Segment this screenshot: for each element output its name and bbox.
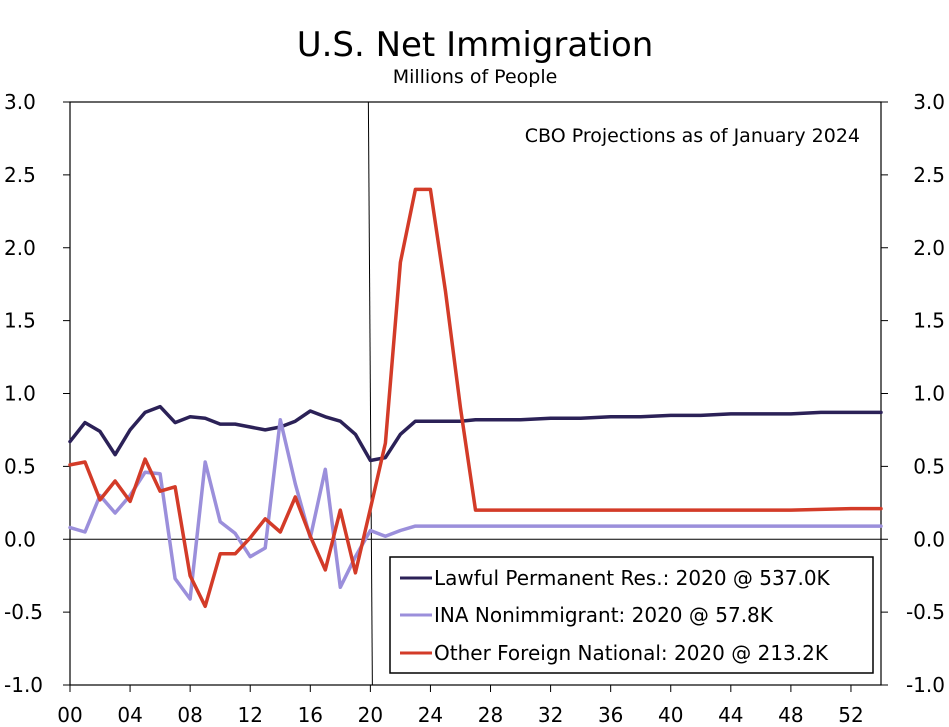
x-tick-label: 12 xyxy=(237,703,262,727)
legend: Lawful Permanent Res.: 2020 @ 537.0K INA… xyxy=(389,556,874,674)
projection-annotation: CBO Projections as of January 2024 xyxy=(525,125,860,147)
legend-label-lawful: Lawful Permanent Res.: 2020 @ 537.0K xyxy=(434,566,831,590)
y-tick-label-left: 2.5 xyxy=(4,163,36,187)
x-tick-label: 40 xyxy=(658,703,683,727)
x-tick-label: 36 xyxy=(598,703,623,727)
y-tick-label-left: -1.0 xyxy=(4,673,43,697)
y-tick-label-left: 2.0 xyxy=(4,236,36,260)
x-tick-label: 00 xyxy=(57,703,82,727)
series-line-lawful-permanent xyxy=(68,404,883,463)
x-tick-label: 04 xyxy=(117,703,142,727)
y-tick-label-left: 1.0 xyxy=(4,382,36,406)
legend-label-other: Other Foreign National: 2020 @ 213.2K xyxy=(434,641,829,665)
y-tick-label-left: 0.0 xyxy=(4,527,36,551)
x-tick-label: 28 xyxy=(478,703,503,727)
x-axis-ticks: 00 04 08 12 16 20 24 28 32 36 40 44 48 52 xyxy=(57,685,864,727)
y-tick-label-right: 1.5 xyxy=(913,309,945,333)
y-tick-label-left: 0.5 xyxy=(4,454,36,478)
y-tick-label-left: 3.0 xyxy=(4,90,36,114)
left-axis-ticks: 3.0 2.5 2.0 1.5 1.0 0.5 0.0 -0.5 -1.0 xyxy=(4,90,70,697)
x-tick-label: 52 xyxy=(838,703,863,727)
x-tick-label: 44 xyxy=(718,703,743,727)
y-tick-label-left: -0.5 xyxy=(4,600,43,624)
x-tick-label: 08 xyxy=(177,703,202,727)
y-tick-label-right: -0.5 xyxy=(906,600,945,624)
chart-subtitle: Millions of People xyxy=(393,66,558,88)
x-tick-label: 16 xyxy=(298,703,323,727)
series-line-other-foreign-national xyxy=(68,187,883,609)
y-tick-label-right: 2.0 xyxy=(913,236,945,260)
y-tick-label-right: 1.0 xyxy=(913,382,945,406)
y-tick-label-right: -1.0 xyxy=(906,673,945,697)
legend-box xyxy=(389,556,874,674)
y-tick-label-right: 2.5 xyxy=(913,163,945,187)
x-tick-label: 20 xyxy=(358,703,383,727)
x-tick-label: 24 xyxy=(418,703,443,727)
y-tick-label-right: 0.0 xyxy=(913,527,945,551)
series-layer xyxy=(68,187,883,609)
x-tick-label: 32 xyxy=(538,703,563,727)
y-tick-label-left: 1.5 xyxy=(4,309,36,333)
right-axis-ticks: 3.0 2.5 2.0 1.5 1.0 0.5 0.0 -0.5 -1.0 xyxy=(881,90,945,697)
y-tick-label-right: 0.5 xyxy=(913,454,945,478)
legend-label-ina: INA Nonimmigrant: 2020 @ 57.8K xyxy=(434,603,774,627)
y-tick-label-right: 3.0 xyxy=(913,90,945,114)
x-tick-label: 48 xyxy=(778,703,803,727)
projection-divider-line xyxy=(367,101,373,686)
chart-title: U.S. Net Immigration xyxy=(297,25,654,65)
